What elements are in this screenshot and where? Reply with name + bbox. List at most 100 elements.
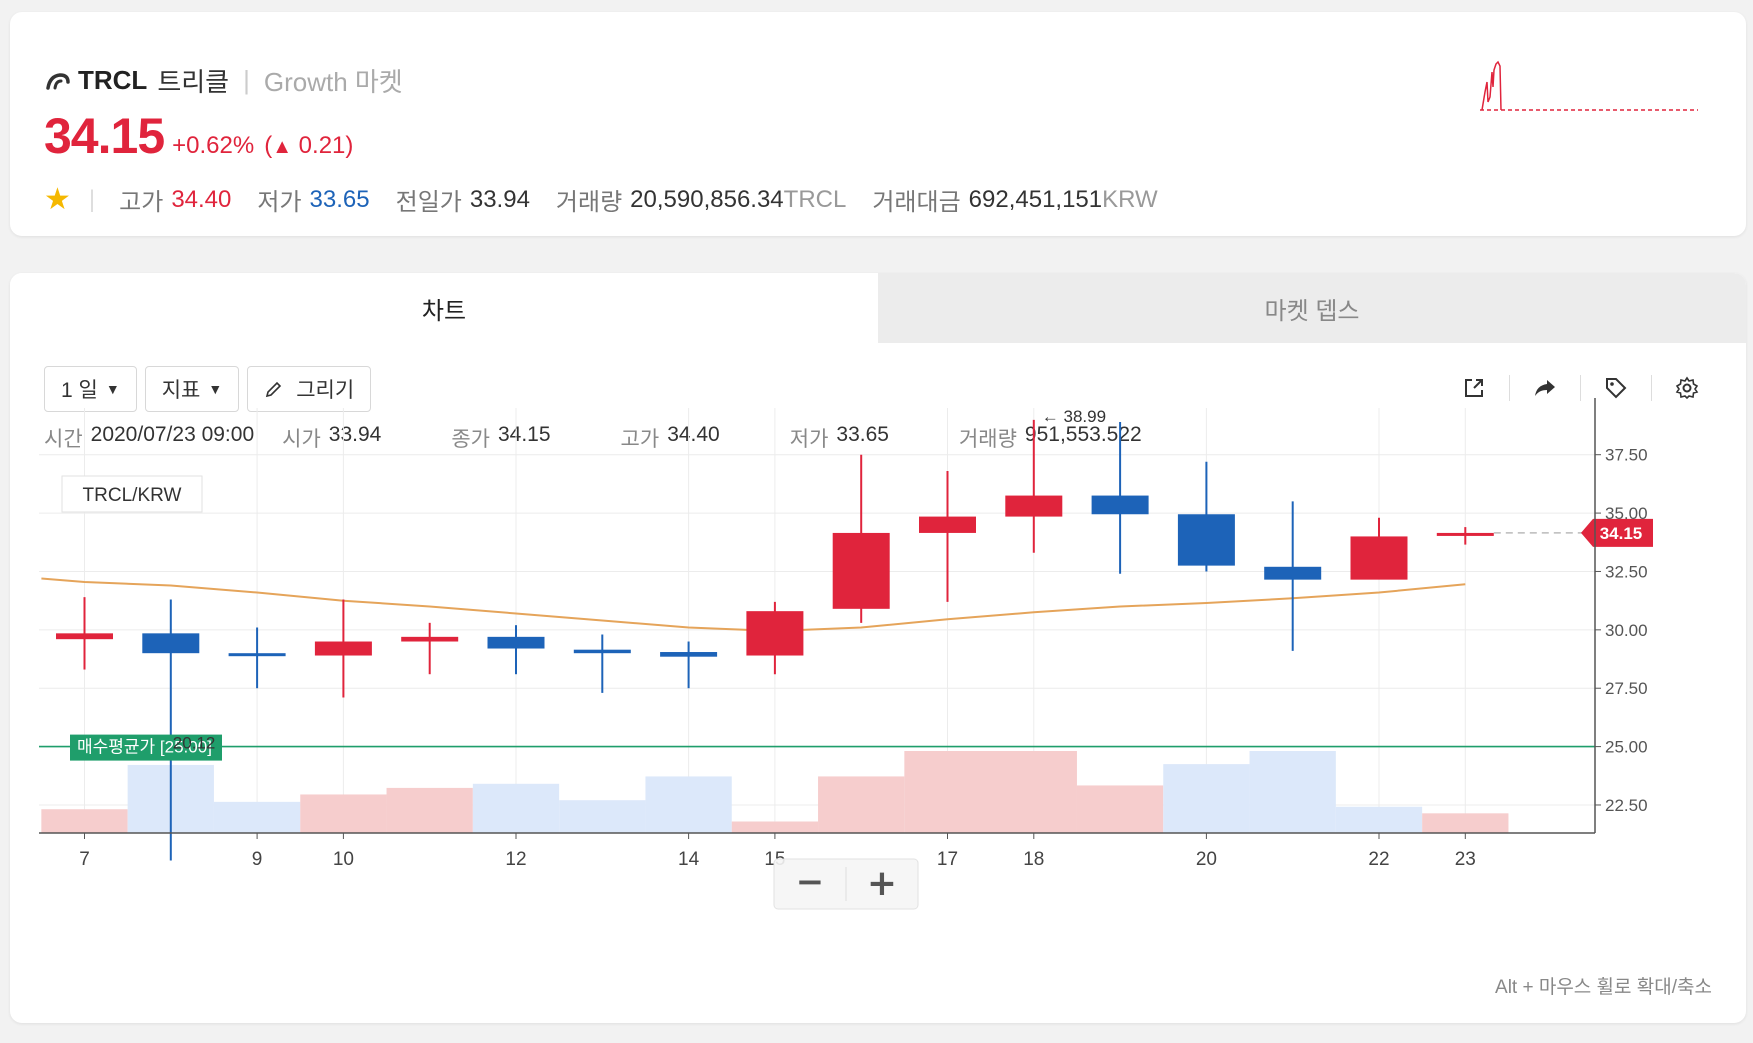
x-tick-label: 20	[1196, 849, 1217, 870]
stats-row: ★ | 고가 34.40 저가 33.65 전일가 33.94 거래량 20,5…	[44, 182, 1158, 217]
candle-body	[401, 636, 459, 642]
x-tick-label: 7	[79, 849, 90, 870]
current-price-label: 34.15	[1600, 524, 1643, 543]
max-price-label: ← 38.99	[1042, 407, 1106, 426]
prev-close-label: 전일가	[395, 189, 462, 216]
x-tick-label: 10	[333, 849, 354, 870]
candle-body	[1436, 532, 1494, 536]
caret-down-icon: ▼	[105, 381, 120, 397]
chart-actions	[1455, 369, 1706, 407]
up-triangle-icon: ▲	[272, 136, 292, 158]
high-value: 34.40	[171, 185, 232, 213]
pair-label: TRCL/KRW	[83, 485, 182, 506]
candlestick-chart[interactable]: 34.15 22.50 25.00 27.50 30.00 32.50 35.00 37.50…	[10, 273, 1746, 1023]
ticker-summary-card: TRCL 트리클 | Growth 마켓 34.15 +0.62% (▲ 0.2…	[10, 12, 1746, 236]
y-tick-label: 30.00	[1605, 621, 1648, 640]
candle-body	[832, 532, 890, 609]
volume-bar	[386, 787, 473, 833]
indicators-dropdown[interactable]: 지표 ▼	[144, 366, 240, 412]
trcl-logo-icon	[46, 72, 70, 90]
low-value: 33.65	[309, 185, 370, 213]
close-value: 34.15	[497, 423, 551, 446]
ticker-symbol: TRCL	[78, 65, 148, 95]
indicators-label: 지표	[161, 379, 201, 402]
x-tick-label: 9	[252, 849, 263, 870]
draw-button[interactable]: 그리기	[247, 366, 372, 412]
zoom-out-button[interactable]: −	[796, 862, 825, 902]
open-value: 33.94	[328, 423, 382, 446]
share-icon[interactable]	[1526, 369, 1564, 407]
trade-value-label: 거래대금	[872, 189, 961, 216]
volume-label: 거래량	[958, 428, 1017, 451]
change-percent: +0.62%	[172, 132, 255, 159]
title-divider: |	[243, 65, 250, 95]
gear-icon[interactable]	[1668, 369, 1706, 407]
x-tick-label: 18	[1023, 849, 1044, 870]
low-value: 33.65	[836, 423, 889, 446]
favorite-star-icon[interactable]: ★	[44, 182, 71, 216]
interval-label: 1 일	[61, 379, 98, 402]
candle-body	[660, 652, 718, 657]
action-divider	[1509, 375, 1510, 401]
candle-body	[487, 636, 545, 649]
action-divider	[1651, 375, 1652, 401]
volume-label: 거래량	[555, 189, 623, 216]
volume-bar	[300, 794, 387, 833]
candle-body	[1091, 495, 1149, 515]
x-tick-label: 14	[678, 849, 700, 870]
external-link-icon[interactable]	[1455, 369, 1493, 407]
tab-market-depth[interactable]: 마켓 뎁스	[878, 273, 1746, 343]
candle-body	[1005, 495, 1063, 517]
candle-body	[1264, 566, 1322, 580]
volume-bar	[1335, 806, 1423, 833]
draw-label: 그리기	[296, 379, 355, 402]
y-tick-label: 35.00	[1605, 504, 1648, 523]
y-tick-label: 37.50	[1605, 446, 1648, 465]
avg-buy-label: 매수평균가 [25.00]	[77, 738, 212, 757]
volume-bar	[645, 776, 732, 833]
sparkline-line	[1481, 60, 1502, 111]
time-value: 2020/07/23 09:00	[90, 423, 255, 446]
x-tick-label: 23	[1455, 849, 1476, 870]
volume-bar	[213, 801, 301, 833]
volume-unit: TRCL	[783, 185, 847, 213]
x-tick-label: 17	[937, 849, 958, 870]
pencil-icon	[266, 381, 282, 398]
trade-value-unit: KRW	[1102, 185, 1158, 213]
volume-bar	[1076, 785, 1164, 833]
market-name: Growth 마켓	[263, 67, 403, 97]
volume-bar	[41, 809, 128, 833]
candle-body	[56, 633, 113, 640]
stats-divider: |	[88, 185, 96, 213]
open-label: 시가	[282, 428, 321, 451]
current-price: 34.15	[44, 108, 165, 164]
price-row: 34.15 +0.62% (▲ 0.21)	[44, 107, 353, 165]
zoom-in-button[interactable]: +	[867, 863, 897, 904]
ticker-name: 트리클	[157, 67, 230, 97]
change-amount-open: (	[264, 132, 273, 159]
candle-body	[573, 649, 631, 654]
zoom-hint: Alt + 마우스 휠로 확대/축소	[1495, 977, 1712, 998]
chart-tabs: 차트 마켓 뎁스	[10, 273, 1746, 343]
avg-buy-badge	[70, 734, 222, 761]
interval-dropdown[interactable]: 1 일 ▼	[44, 366, 137, 412]
y-tick-label: 25.00	[1605, 738, 1648, 757]
x-tick-label: 12	[505, 849, 526, 870]
tag-icon[interactable]	[1597, 369, 1635, 407]
chart-toolbar: 1 일 ▼ 지표 ▼ 그리기	[44, 366, 372, 412]
chart-card: 차트 마켓 뎁스 1 일 ▼ 지표 ▼ 그리기	[10, 273, 1746, 1023]
low-label: 저가	[257, 189, 302, 216]
tab-chart[interactable]: 차트	[10, 273, 878, 343]
ticker-title: TRCL 트리클 | Growth 마켓	[44, 62, 403, 99]
volume-bar	[559, 800, 646, 833]
time-label: 시간	[44, 428, 83, 451]
volume-bar	[472, 783, 560, 833]
prev-close-value: 33.94	[469, 185, 530, 213]
high-label: 고가	[119, 189, 164, 216]
candle-body	[1177, 514, 1235, 566]
candle-body	[746, 611, 804, 656]
y-tick-label: 27.50	[1605, 679, 1648, 698]
change-amount-value: 0.21)	[298, 132, 354, 159]
y-tick-label: 22.50	[1605, 796, 1648, 815]
volume-bar	[1422, 813, 1509, 833]
